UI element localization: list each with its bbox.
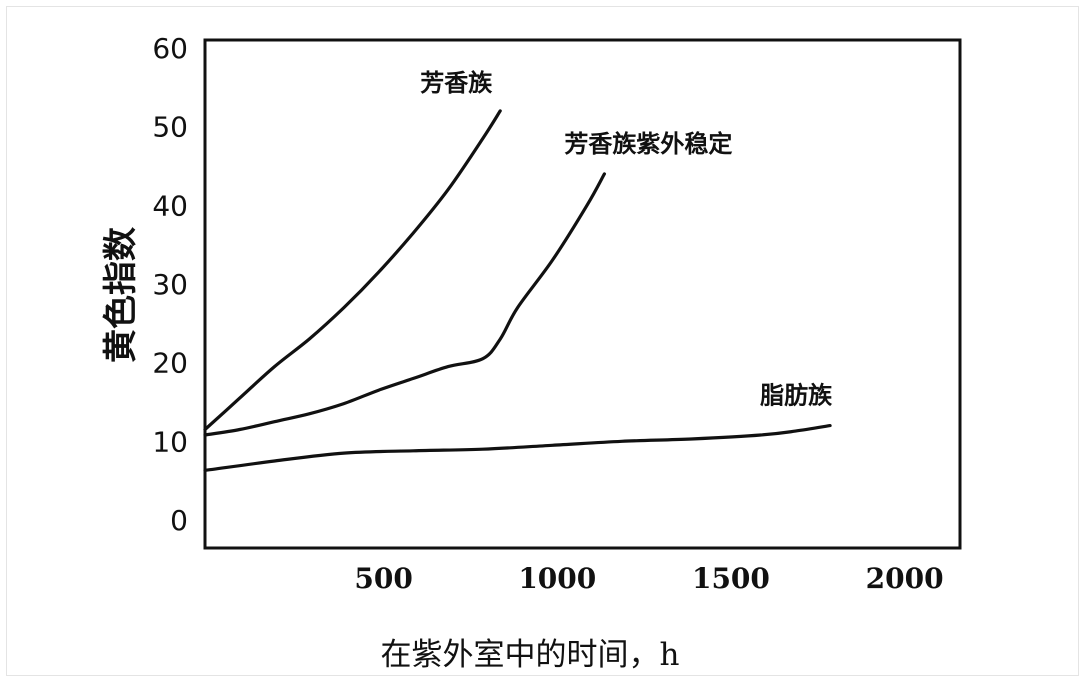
y-tick-label: 30 [152, 268, 188, 301]
series-label-aromatic: 芳香族 [420, 69, 493, 97]
y-tick-label: 60 [152, 32, 188, 65]
series-line-aromatic-uv-stabilized [203, 172, 606, 437]
x-tick-label: 1000 [518, 562, 596, 595]
series-lines [203, 109, 832, 472]
x-axis-label: 在紫外室中的时间，h [381, 637, 680, 673]
x-tick-label: 2000 [866, 562, 944, 595]
x-axis-tick-labels: 500 1000 1500 2000 [354, 562, 943, 595]
y-tick-label: 0 [170, 504, 188, 537]
y-tick-label: 20 [152, 347, 188, 380]
plot-frame [203, 38, 962, 550]
y-axis-label: 黄色指数 [101, 227, 141, 363]
series-line-aromatic [203, 109, 502, 432]
series-line-aliphatic [203, 424, 832, 472]
page-frame [6, 6, 1079, 676]
x-tick-label: 500 [354, 562, 412, 595]
x-tick-label: 1500 [692, 562, 770, 595]
y-tick-label: 50 [152, 111, 188, 144]
y-tick-label: 40 [152, 189, 188, 222]
series-label-aliphatic: 脂肪族 [760, 382, 833, 410]
series-label-aromatic-uv-stabilized: 芳香族紫外稳定 [564, 130, 732, 158]
y-tick-label: 10 [152, 425, 188, 458]
y-axis-tick-labels: 0 10 20 30 40 50 60 [152, 32, 188, 537]
